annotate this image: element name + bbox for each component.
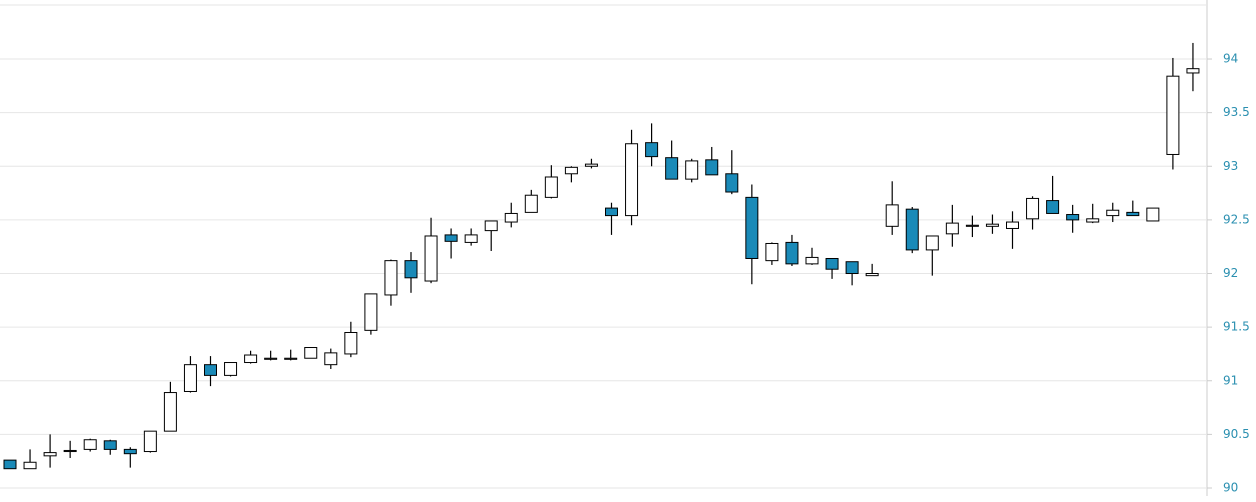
candle-body xyxy=(1086,218,1100,223)
candle-body xyxy=(183,364,197,392)
candle-body xyxy=(464,234,478,243)
candle-body xyxy=(163,392,177,432)
candle-body xyxy=(344,331,358,355)
y-tick-label: 92.5 xyxy=(1223,212,1250,226)
candle-body xyxy=(1166,75,1180,155)
candle-body xyxy=(765,242,779,262)
candle-body xyxy=(845,261,859,275)
candle-body xyxy=(1106,209,1120,217)
candle-body xyxy=(965,224,979,227)
candle-body xyxy=(584,163,598,167)
candle-body xyxy=(1006,221,1019,229)
candle-body xyxy=(103,440,117,450)
candle-body xyxy=(1186,68,1200,74)
candle-body xyxy=(825,257,839,270)
candle-body xyxy=(685,160,699,180)
candle-body xyxy=(424,235,438,282)
candle-body xyxy=(63,449,77,453)
candle-body xyxy=(785,241,799,265)
candle-body xyxy=(384,260,398,296)
candle-body xyxy=(1146,207,1160,222)
candle-body xyxy=(985,223,999,227)
candle-body xyxy=(605,207,618,217)
candle-body xyxy=(83,439,97,450)
candle-body xyxy=(324,352,338,366)
candle-body xyxy=(304,347,318,359)
candle-body xyxy=(143,430,157,453)
candle-body xyxy=(404,260,418,279)
candle-body xyxy=(1046,200,1060,214)
candle-body xyxy=(43,452,57,457)
candle-body xyxy=(745,196,759,259)
candle-body xyxy=(1066,214,1080,221)
candle-body xyxy=(665,157,679,180)
candle-body xyxy=(885,204,899,227)
candle-body xyxy=(204,364,217,376)
candle-body xyxy=(905,208,919,251)
candle-body xyxy=(284,357,298,360)
candle-body xyxy=(23,461,37,470)
candle-body xyxy=(1026,197,1040,220)
candle-body xyxy=(524,194,538,213)
candle-body xyxy=(123,448,137,455)
candle-body xyxy=(364,293,378,331)
y-tick-label: 93 xyxy=(1223,159,1238,173)
candle-body xyxy=(625,143,639,217)
y-tick-label: 91 xyxy=(1223,373,1238,387)
candle-body xyxy=(705,159,719,176)
candle-body xyxy=(725,173,739,193)
candle-body xyxy=(564,166,578,175)
y-tick-label: 90 xyxy=(1223,481,1238,495)
candle-body xyxy=(945,222,959,235)
y-tick-label: 90.5 xyxy=(1223,427,1250,441)
candle-body xyxy=(264,357,278,360)
candle-body xyxy=(244,354,258,364)
candle-body xyxy=(444,234,458,242)
candle-body xyxy=(3,459,17,470)
candle-body xyxy=(224,362,238,376)
y-tick-label: 91.5 xyxy=(1223,320,1250,334)
y-tick-label: 92 xyxy=(1223,266,1238,280)
candle-body xyxy=(544,176,558,198)
candle-body xyxy=(1126,211,1140,217)
candle-body xyxy=(865,273,879,277)
candle-body xyxy=(805,256,819,265)
candle-body xyxy=(925,235,939,251)
candle-body xyxy=(645,142,659,158)
candle-body xyxy=(504,212,518,223)
y-tick-label: 94 xyxy=(1223,52,1238,66)
y-tick-label: 93.5 xyxy=(1223,105,1250,119)
candle-body xyxy=(484,220,498,232)
